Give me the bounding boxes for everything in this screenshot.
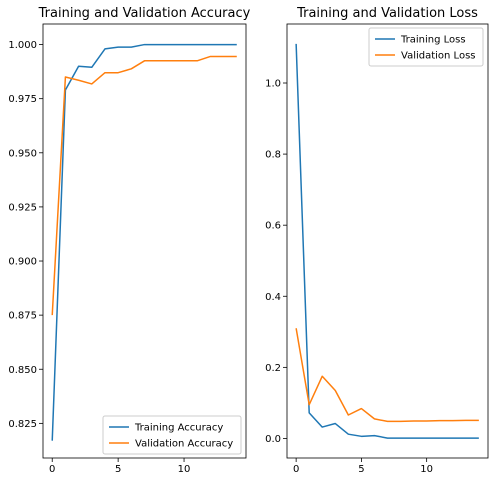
legend-label: Training Loss <box>400 35 466 46</box>
chart-title: Training and Validation Loss <box>296 6 478 21</box>
y-tick-label: 0.6 <box>265 221 281 232</box>
y-tick-label: 0.975 <box>8 94 37 105</box>
x-tick-label: 5 <box>115 464 121 475</box>
y-tick-label: 0.2 <box>265 363 281 374</box>
y-tick-label: 1.0 <box>265 79 281 90</box>
y-tick-label: 0.875 <box>8 311 37 322</box>
y-tick-label: 0.825 <box>8 419 37 430</box>
plot-frame <box>286 23 489 459</box>
legend-box <box>102 415 242 455</box>
y-tick-label: 0.4 <box>265 292 281 303</box>
x-tick-label: 10 <box>420 464 433 475</box>
x-tick-label: 0 <box>293 464 299 475</box>
x-tick-label: 0 <box>49 464 55 475</box>
y-tick-label: 1.000 <box>8 40 37 51</box>
y-tick-label: 0.0 <box>265 434 281 445</box>
chart-panel-0: Training and Validation Accuracy 0 5 10 0.82… <box>8 6 250 475</box>
series-line-training-accuracy <box>51 43 237 441</box>
series-line-validation-accuracy <box>51 55 237 316</box>
chart-panel-1: Training and Validation Loss 0 5 10 0.0 0.2 0.… <box>265 6 489 475</box>
legend-label: Validation Accuracy <box>135 439 233 450</box>
chart-title: Training and Validation Accuracy <box>38 6 251 21</box>
plot-frame <box>42 23 247 459</box>
series-line-training-loss <box>295 43 479 439</box>
y-tick-label: 0.950 <box>8 148 37 159</box>
x-tick-label: 10 <box>178 464 191 475</box>
legend: Training Loss Validation Loss <box>368 27 484 67</box>
x-tick-label: 5 <box>358 464 364 475</box>
y-tick-label: 0.925 <box>8 202 37 213</box>
y-tick-label: 0.900 <box>8 257 37 268</box>
legend-label: Training Accuracy <box>134 423 223 434</box>
legend-label: Validation Loss <box>401 51 476 62</box>
series-line-validation-loss <box>295 328 479 423</box>
legend: Training Accuracy Validation Accuracy <box>102 415 242 455</box>
legend-box <box>368 27 484 67</box>
y-tick-label: 0.850 <box>8 365 37 376</box>
y-tick-label: 0.8 <box>265 150 281 161</box>
